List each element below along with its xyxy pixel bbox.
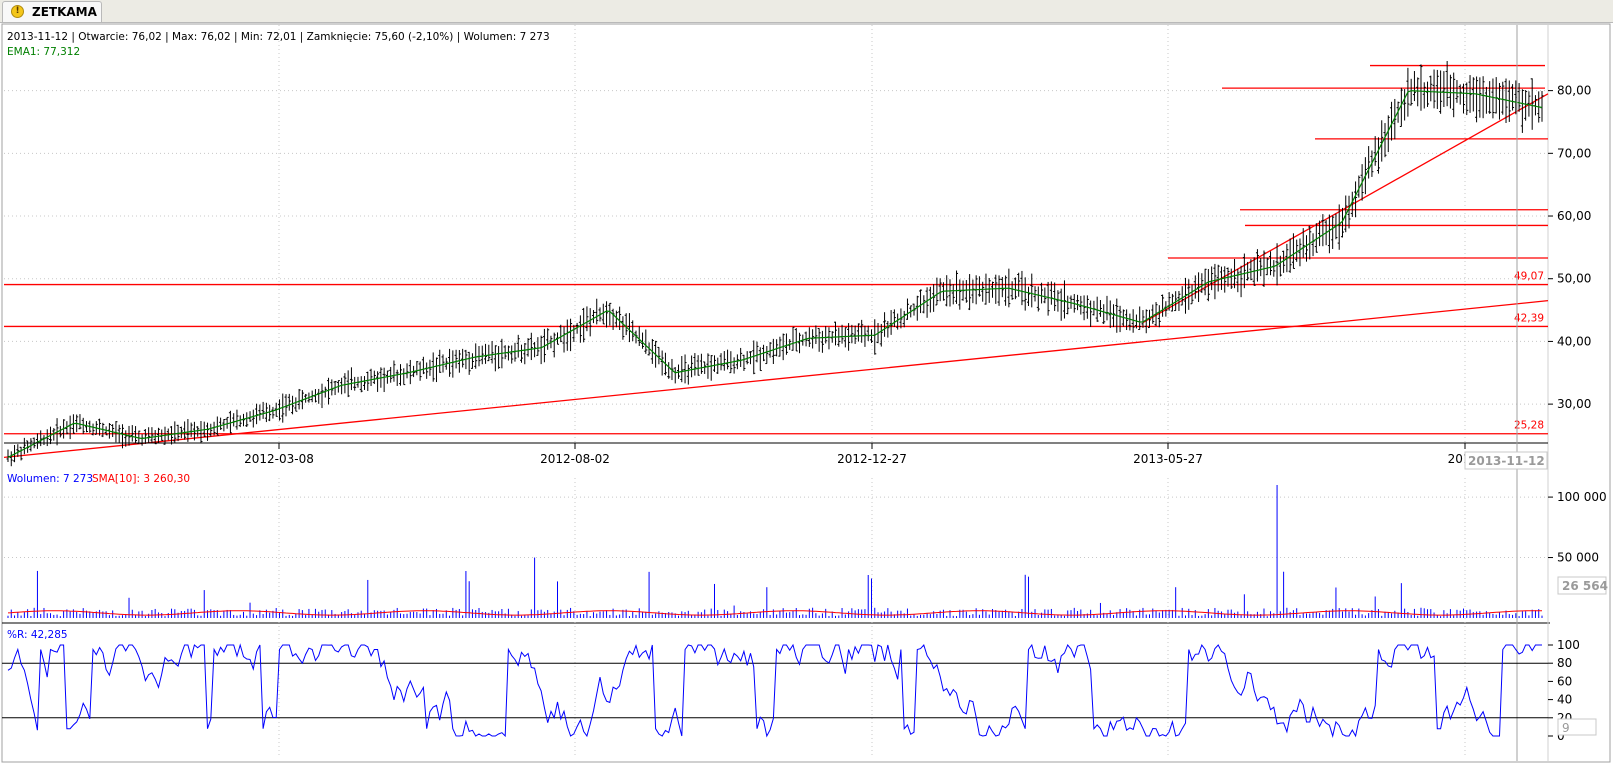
price-tick-label: 70,00: [1557, 146, 1591, 160]
trendline-long: [3, 300, 1549, 459]
level-label: 25,28: [1514, 420, 1544, 432]
price-y-axis: 30,00 40,00 50,00 60,00 70,00 80,00: [1548, 84, 1591, 411]
warning-icon: !: [11, 5, 24, 18]
wr-tick-label: 100: [1557, 638, 1580, 652]
price-tick-label: 50,00: [1557, 272, 1591, 286]
price-tick-label: 40,00: [1557, 334, 1591, 348]
price-tick-label: 80,00: [1557, 84, 1591, 98]
wr-label: %R: 42,285: [7, 629, 68, 641]
volume-tick-label: 100 000: [1557, 490, 1607, 504]
volume-y-axis: 50 000 100 000: [1548, 490, 1607, 565]
level-label: 42,39: [1514, 312, 1544, 324]
price-tick-label: 60,00: [1557, 209, 1591, 223]
ema-line: [7, 90, 1543, 458]
volume-cursor-box: [1557, 576, 1607, 595]
support-resistance-lines: [3, 64, 1549, 459]
price-info-line: 2013-11-12 | Otwarcie: 76,02 | Max: 76,0…: [7, 31, 550, 43]
wr-tick-label: 60: [1557, 674, 1572, 688]
cursor-date-box: [1464, 451, 1548, 470]
x-tick-label: 2012-03-08: [244, 452, 314, 466]
tab-zetkama[interactable]: ! ZETKAMA: [2, 1, 102, 22]
stock-chart[interactable]: 30,00 40,00 50,00 60,00 70,00 80,00 2012-03-0…: [0, 23, 1613, 763]
williams-r-line: [7, 643, 1542, 738]
volume-bars: [7, 485, 1543, 618]
tab-bar: ! ZETKAMA: [0, 0, 1613, 23]
wr-grid: [2, 662, 1548, 719]
price-bars: [6, 61, 1544, 467]
tab-label: ZETKAMA: [32, 5, 97, 19]
ema-label: EMA1: 77,312: [7, 46, 80, 58]
wr-cursor-value: 9: [1562, 721, 1570, 735]
wr-cursor-box: [1557, 718, 1597, 736]
x-tick-label: 2012-08-02: [540, 452, 610, 466]
cursor-date: 2013-11-12: [1468, 454, 1545, 468]
volume-label: Wolumen: 7 273: [7, 473, 93, 485]
volume-sma-label: SMA[10]: 3 260,30: [92, 473, 190, 485]
wr-tick-label: 40: [1557, 693, 1572, 707]
price-tick-label: 30,00: [1557, 397, 1591, 411]
volume-tick-label: 50 000: [1557, 551, 1599, 565]
price-x-axis: 2012-03-08 2012-08-02 2012-12-27 2013-05-27…: [4, 442, 1548, 466]
price-grid: [4, 25, 1548, 443]
volume-cursor-value: 26 564: [1562, 579, 1608, 593]
level-label: 49,07: [1514, 271, 1544, 283]
x-tick-label: 2013-05-27: [1133, 452, 1203, 466]
chart-frame: [1, 23, 1611, 763]
level-labels: 49,07 42,39 25,28: [1514, 271, 1544, 432]
wr-tick-label: 0: [1557, 729, 1565, 743]
volume-sma-line: [7, 610, 1542, 616]
x-tick-label: 2012-12-27: [837, 452, 907, 466]
wr-tick-label: 80: [1557, 656, 1572, 670]
